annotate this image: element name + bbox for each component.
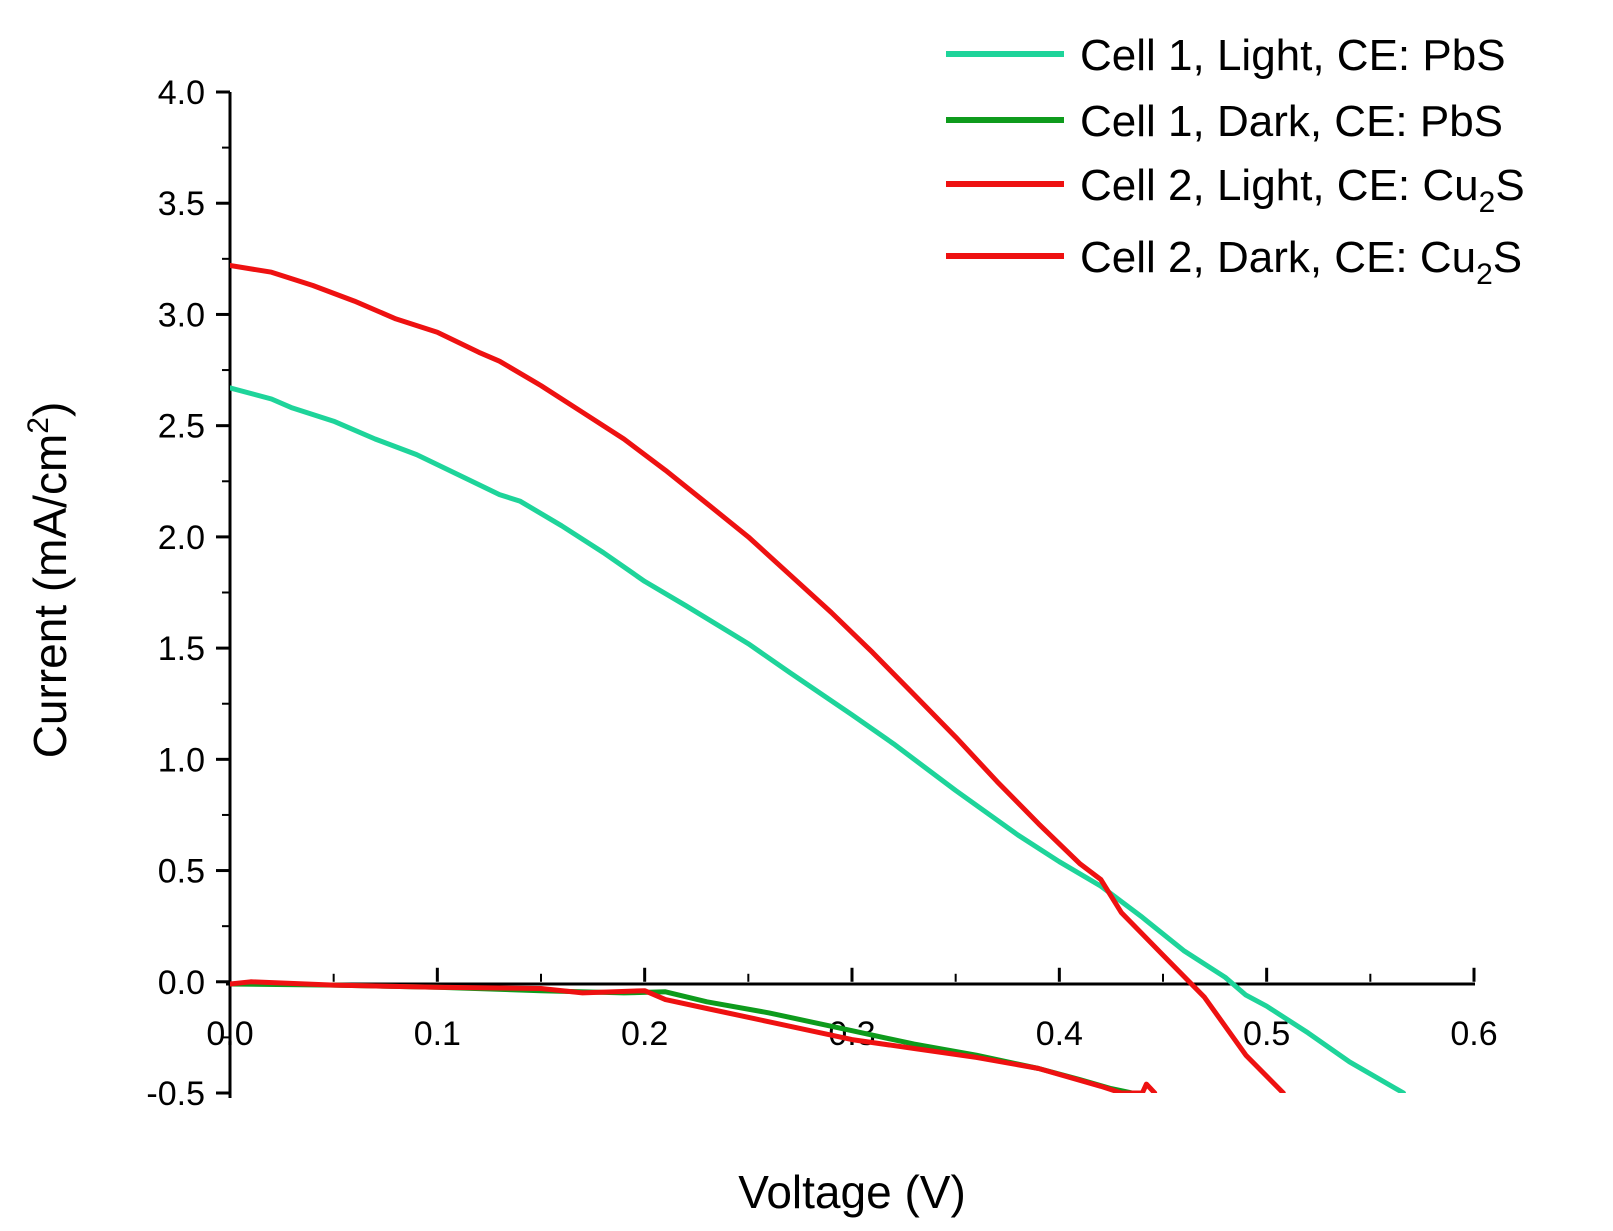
y-tick-label: 1.0 [158,741,205,779]
y-tick-label: 0.0 [158,964,205,1002]
y-axis-title: Current (mA/cm2) [22,402,76,759]
y-axis-title-end: ) [24,402,76,417]
series-line-2 [230,981,1135,1093]
series-line-3 [230,263,1286,1093]
y-axis-title-sup: 2 [22,417,55,434]
y-tick-label: 0.5 [158,853,205,891]
y-ticks: -0.5 0.0 0.5 1.0 1.5 2.0 2.5 3.0 3.5 4.0 [146,74,230,1113]
x-tick-label: 0.1 [414,1015,461,1053]
plot-area: 0.0 0.1 0.2 0.3 0.4 0.5 0.6 -0.50.00.51.01.52.… [22,74,1498,1218]
x-tick-label: 0.2 [621,1015,668,1053]
y-tick-label: 3.0 [158,296,205,334]
y-tick-label: -0.5 [146,1075,205,1113]
legend-label-3: Cell 2, Light, CE: Cu2S [1080,161,1525,219]
x-tick-label: 0.5 [1243,1015,1290,1053]
series-line-4 [230,979,1158,1093]
series-lines [230,263,1406,1093]
legend-label-4: Cell 2, Dark, CE: Cu2S [1080,233,1522,291]
y-tick-label: 3.5 [158,185,205,223]
x-tick-label: 0.6 [1450,1015,1497,1053]
legend-label-2: Cell 1, Dark, CE: PbS [1080,97,1503,146]
x-tick-label: 0.4 [1036,1015,1083,1053]
y-tick-label: 2.0 [158,519,205,557]
legend-label-1: Cell 1, Light, CE: PbS [1080,31,1506,80]
series-line-1 [230,385,1406,1093]
y-axis-title-main: Current (mA/cm [24,434,76,759]
x-tick-label: 0.0 [206,1015,253,1053]
y-tick-label: 4.0 [158,74,205,112]
x-axis-title: Voltage (V) [738,1166,966,1218]
legend: Cell 1, Light, CE: PbS Cell 1, Dark, CE: … [946,31,1525,291]
x-ticks: 0.0 0.1 0.2 0.3 0.4 0.5 0.6 [206,967,1498,1053]
y-tick-label: 1.5 [158,630,205,668]
y-tick-label: 2.5 [158,408,205,446]
